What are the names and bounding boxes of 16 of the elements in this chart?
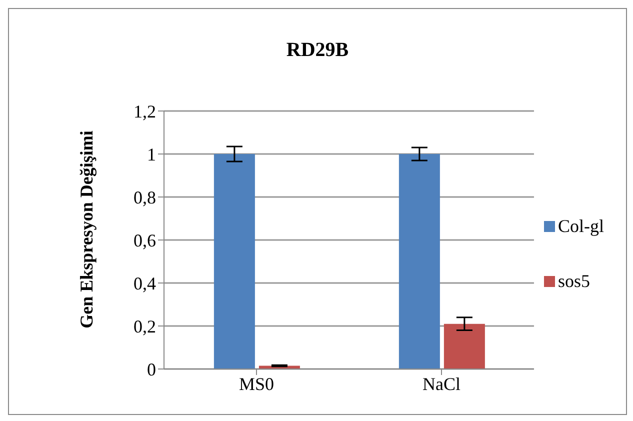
legend-label: sos5 [558,271,590,292]
y-tick-label: 1,2 [134,101,156,122]
legend-label: Col-gl [558,216,604,237]
y-tick-label: 0 [147,359,156,380]
y-tick-label: 0,8 [134,187,156,208]
chart-title: RD29B [285,39,350,62]
bar [444,324,485,369]
bar [214,154,255,369]
x-tick-label: NaCl [422,374,460,394]
y-tick-label: 1 [147,144,156,164]
y-axis-title: Gen Ekspresyon Değişimi [76,130,98,328]
x-tick-label: MS0 [238,374,274,394]
y-tick-label: 0,4 [134,273,156,294]
y-tick-label: 0,6 [134,230,156,250]
y-tick-label: 0,2 [134,316,156,336]
bar [398,154,440,369]
